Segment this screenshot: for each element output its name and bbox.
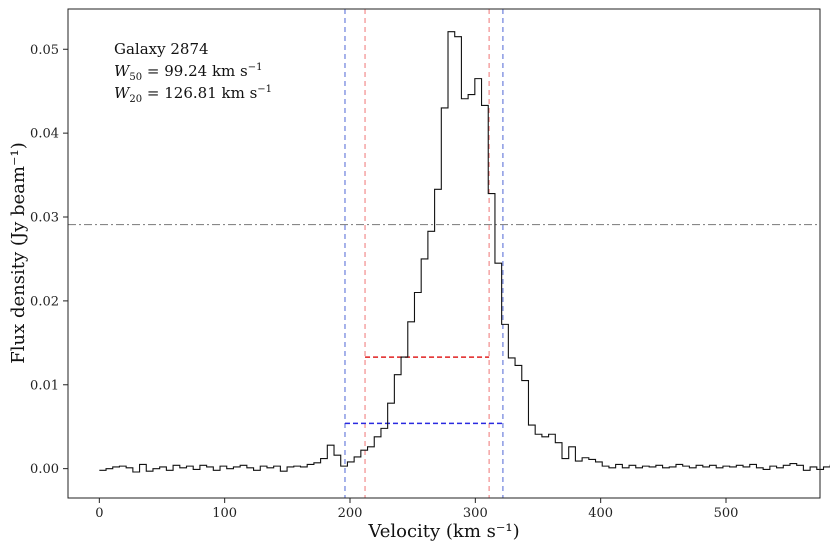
w20-unit-exponent: −1 <box>257 84 272 95</box>
plot-frame <box>67 8 821 499</box>
w20-symbol: W <box>114 84 131 102</box>
w20-value: = 126.81 km s <box>142 84 257 102</box>
x-tick-label: 300 <box>463 506 488 521</box>
w50-unit-exponent: −1 <box>248 62 263 73</box>
w20-label: W20 = 126.81 km s−1 <box>114 84 272 105</box>
w50-symbol: W <box>114 62 131 80</box>
x-axis-ticks: 0 100 200 300 400 500 <box>95 498 738 521</box>
x-axis-title: Velocity (km s⁻¹) <box>367 521 519 542</box>
w50-value: = 99.24 km s <box>142 62 248 80</box>
y-tick-label: 0.03 <box>30 211 59 226</box>
y-tick-label: 0.00 <box>30 462 59 477</box>
y-tick-label: 0.02 <box>30 294 59 309</box>
w50-subscript: 50 <box>129 72 142 83</box>
y-tick-label: 0.04 <box>30 127 59 142</box>
y-axis-title: Flux density (Jy beam⁻¹) <box>8 142 29 363</box>
annotation-box: Galaxy 2874 W50 = 99.24 km s−1 W20 = 126… <box>114 40 272 105</box>
x-tick-label: 0 <box>95 506 103 521</box>
x-tick-label: 200 <box>338 506 363 521</box>
w50-label: W50 = 99.24 km s−1 <box>114 62 263 83</box>
y-tick-label: 0.05 <box>30 43 59 58</box>
w20-subscript: 20 <box>129 94 142 105</box>
y-tick-label: 0.01 <box>30 378 59 393</box>
x-tick-label: 500 <box>714 506 739 521</box>
spectrum-step-line <box>99 31 830 473</box>
y-axis-ticks: 0.00 0.01 0.02 0.03 0.04 0.05 <box>30 43 68 477</box>
x-tick-label: 400 <box>588 506 613 521</box>
reference-lines <box>68 9 820 498</box>
width-segments <box>344 356 503 425</box>
x-tick-label: 100 <box>212 506 237 521</box>
galaxy-label: Galaxy 2874 <box>114 40 209 58</box>
